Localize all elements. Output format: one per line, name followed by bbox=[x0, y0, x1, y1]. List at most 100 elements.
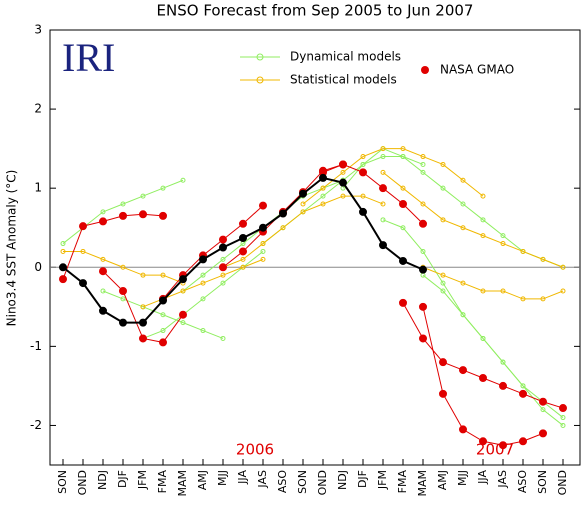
model-line-point bbox=[439, 358, 447, 367]
model-line-point bbox=[440, 185, 446, 191]
model-line-point bbox=[420, 201, 426, 207]
model-line-point bbox=[420, 248, 426, 254]
model-line-point bbox=[519, 437, 527, 446]
x-tick-label: OND bbox=[556, 470, 569, 495]
model-line-point bbox=[259, 201, 267, 210]
observed-line-point bbox=[239, 234, 247, 243]
model-line bbox=[63, 250, 184, 284]
plot-frame bbox=[49, 29, 581, 466]
model-line-point bbox=[160, 312, 166, 318]
model-line-point bbox=[559, 404, 567, 413]
model-line-point bbox=[180, 177, 186, 183]
model-line-point bbox=[460, 201, 466, 207]
x-tick-label: OND bbox=[316, 470, 329, 495]
brand: IRI bbox=[62, 35, 115, 80]
observed-line-point bbox=[399, 256, 407, 265]
chart-title: ENSO Forecast from Sep 2005 to Jun 2007 bbox=[157, 2, 474, 20]
model-line-point bbox=[260, 248, 266, 254]
model-line-point bbox=[459, 425, 467, 434]
model-line-point bbox=[560, 288, 566, 294]
x-tick-label: NDJ bbox=[96, 470, 109, 490]
x-tick-label: JAS bbox=[256, 470, 269, 489]
model-line-point bbox=[239, 219, 247, 228]
y-tick-label: 1 bbox=[34, 181, 42, 195]
model-line bbox=[342, 148, 564, 268]
model-line bbox=[262, 156, 424, 244]
model-line-point bbox=[520, 383, 526, 389]
legend-swatch bbox=[256, 53, 264, 61]
model-line-point bbox=[460, 177, 466, 183]
model-line-point bbox=[180, 288, 186, 294]
model-line-point bbox=[120, 201, 126, 207]
observed-line-point bbox=[319, 173, 327, 182]
observed-line-point bbox=[419, 265, 427, 274]
model-line-point bbox=[300, 209, 306, 215]
model-line bbox=[142, 251, 264, 339]
model-line-point bbox=[500, 241, 506, 247]
model-line-point bbox=[500, 233, 506, 239]
model-line bbox=[102, 290, 224, 339]
y-tick-label: 2 bbox=[34, 102, 42, 116]
model-line-point bbox=[260, 256, 266, 262]
model-line-point bbox=[240, 256, 246, 262]
model-line-point bbox=[140, 272, 146, 278]
model-line-point bbox=[180, 320, 186, 326]
model-line-point bbox=[400, 185, 406, 191]
model-line-point bbox=[540, 296, 546, 302]
model-line-point bbox=[479, 374, 487, 382]
model-line-point bbox=[260, 241, 266, 247]
model-line-point bbox=[159, 338, 167, 347]
model-line-point bbox=[80, 248, 86, 254]
model-line-point bbox=[500, 359, 506, 365]
x-tick-label: NDJ bbox=[336, 470, 349, 490]
x-tick-label: JFM bbox=[376, 470, 389, 490]
model-line-point bbox=[360, 161, 366, 167]
year-label: 2006 bbox=[236, 441, 274, 459]
model-line-point bbox=[380, 201, 386, 207]
model-line-point bbox=[440, 280, 446, 286]
model-line-point bbox=[359, 168, 367, 177]
model-line-point bbox=[479, 437, 487, 446]
observed-line-point bbox=[59, 263, 67, 272]
model-line-point bbox=[320, 193, 326, 199]
x-tick-label: DJF bbox=[356, 470, 369, 488]
model-line-point bbox=[99, 217, 107, 226]
model-line-point bbox=[520, 248, 526, 254]
model-line-point bbox=[240, 264, 246, 270]
model-line-point bbox=[380, 146, 386, 152]
model-line bbox=[382, 171, 564, 268]
y-axis-label: Nino3.4 SST Anomaly (°C) bbox=[5, 170, 19, 327]
model-line-point bbox=[519, 389, 527, 398]
model-line-point bbox=[340, 169, 346, 175]
model-line-point bbox=[440, 217, 446, 223]
model-line-point bbox=[220, 256, 226, 262]
model-line-point bbox=[59, 275, 67, 284]
x-tick-label: JJA bbox=[476, 470, 489, 485]
model-line-point bbox=[100, 256, 106, 262]
model-line-point bbox=[520, 296, 526, 302]
model-line-point bbox=[360, 193, 366, 199]
x-tick-label: ASO bbox=[276, 470, 289, 494]
model-line-point bbox=[360, 154, 366, 160]
model-line bbox=[422, 266, 564, 300]
x-tick-label: FMA bbox=[156, 470, 169, 494]
model-line-point bbox=[460, 280, 466, 286]
legend-label: Dynamical models bbox=[290, 50, 401, 64]
model-line-point bbox=[239, 247, 247, 256]
model-line-point bbox=[560, 422, 566, 428]
observed-line-point bbox=[179, 275, 187, 284]
model-line-point bbox=[159, 211, 167, 220]
model-line-point bbox=[120, 296, 126, 302]
model-line-point bbox=[480, 288, 486, 294]
y-tick-label: -2 bbox=[30, 418, 42, 432]
x-tick-label: FMA bbox=[396, 470, 409, 494]
model-line-point bbox=[380, 154, 386, 160]
model-line-point bbox=[460, 225, 466, 231]
model-line-point bbox=[320, 201, 326, 207]
observed-line-point bbox=[79, 279, 87, 288]
model-line-point bbox=[440, 272, 446, 278]
model-line-point bbox=[200, 296, 206, 302]
model-line-point bbox=[480, 217, 486, 223]
observed-line-point bbox=[139, 318, 147, 327]
model-line-point bbox=[420, 161, 426, 167]
